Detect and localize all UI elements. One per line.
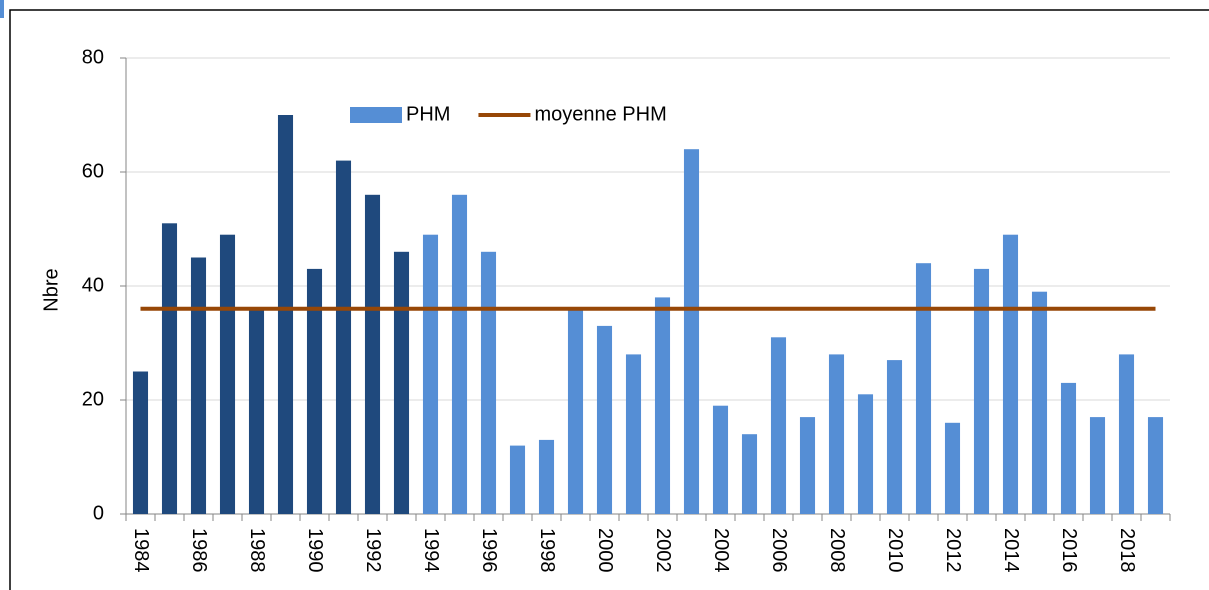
bar [219, 234, 236, 514]
x-tick-label: 2000 [594, 528, 616, 573]
bar [886, 360, 903, 514]
x-tick-label: 2016 [1058, 528, 1080, 573]
bar [828, 354, 845, 514]
bar [741, 434, 758, 514]
frame [9, 9, 1209, 590]
x-tick-label: 1986 [188, 528, 210, 573]
x-tick-label: 2018 [1116, 528, 1138, 573]
bar [1118, 354, 1135, 514]
x-tick-label: 1990 [304, 528, 326, 573]
bar [1060, 382, 1077, 514]
x-tick-label: 2006 [768, 528, 790, 573]
bar [277, 115, 294, 514]
bar [973, 268, 990, 514]
x-tick-label: 2008 [826, 528, 848, 573]
bar [132, 371, 149, 514]
x-tick-label: 1998 [536, 528, 558, 573]
x-tick-label: 2010 [884, 528, 906, 573]
bar [683, 149, 700, 514]
bar [509, 445, 526, 514]
bar [567, 308, 584, 514]
x-tick-label: 1984 [130, 528, 152, 573]
x-tick-label: 1988 [246, 528, 268, 573]
bar [335, 160, 352, 514]
bar [654, 297, 671, 514]
bar [1002, 234, 1019, 514]
bar [857, 394, 874, 514]
x-tick-label: 1996 [478, 528, 500, 573]
legend-swatch [350, 107, 402, 123]
y-tick-label: 20 [82, 388, 104, 410]
x-tick-label: 1994 [420, 528, 442, 573]
bar [306, 268, 323, 514]
x-tick-label: 1992 [362, 528, 384, 573]
bar [712, 405, 729, 514]
x-tick-label: 2014 [1000, 528, 1022, 573]
y-tick-label: 80 [82, 46, 104, 68]
bar [944, 422, 961, 514]
x-tick-label: 2002 [652, 528, 674, 573]
bar [248, 308, 265, 514]
x-tick-label: 2012 [942, 528, 964, 573]
bar [1031, 291, 1048, 514]
bar [190, 257, 207, 514]
bar [538, 439, 555, 514]
y-tick-label: 60 [82, 160, 104, 182]
x-tick-label: 2004 [710, 528, 732, 573]
bar [393, 251, 410, 515]
legend-label: PHM [406, 103, 450, 125]
bar [480, 251, 497, 515]
legend-label: moyenne PHM [534, 103, 666, 125]
bar [770, 337, 787, 514]
bar [625, 354, 642, 514]
bar [451, 194, 468, 515]
y-axis-label: Nbre [40, 268, 62, 311]
bar [799, 417, 816, 514]
bar [364, 194, 381, 515]
bar [596, 325, 613, 514]
bar [161, 223, 178, 515]
corner-mark [0, 0, 4, 18]
bar [1089, 417, 1106, 514]
bar [915, 263, 932, 514]
bar [1147, 417, 1164, 514]
bar [422, 234, 439, 514]
y-tick-label: 0 [93, 502, 104, 524]
y-tick-label: 40 [82, 274, 104, 296]
